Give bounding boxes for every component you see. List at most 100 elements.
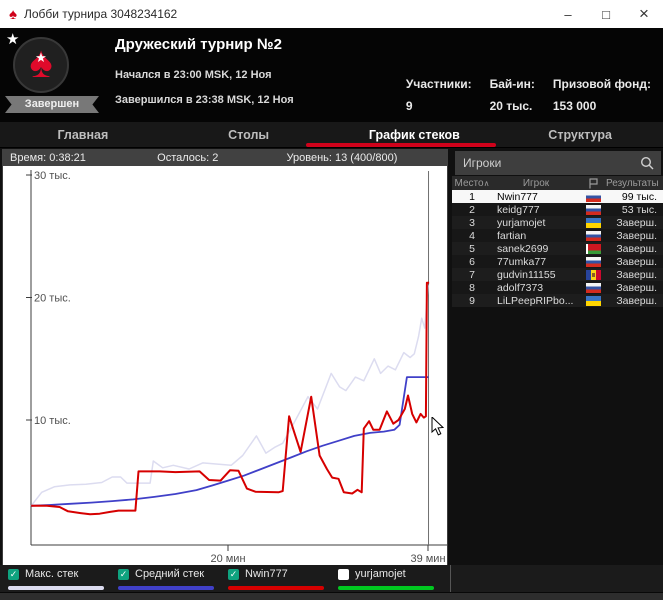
flag-ua-icon <box>585 295 601 306</box>
app-spade-icon: ♠ <box>9 5 17 23</box>
logo-star-icon: ★ <box>35 50 47 66</box>
legend-label: yurjamojet <box>355 568 406 580</box>
legend-divider <box>450 565 451 592</box>
table-row[interactable]: 7 gudvin11155 Заверш. <box>452 268 663 281</box>
tab-главная[interactable]: Главная <box>57 127 109 142</box>
flag-ru-icon <box>585 191 601 202</box>
window-title: Лобби турнира 3048234162 <box>23 7 178 21</box>
stat-value: 9 <box>405 99 413 113</box>
legend-label: Nwin777 <box>245 568 288 580</box>
tournament-status-strip: Время: 0:38:21 Осталось: 2 Уровень: 13 (… <box>2 149 448 166</box>
favorite-star-icon[interactable]: ★ <box>6 31 20 48</box>
minimize-button[interactable]: – <box>564 6 572 22</box>
players-table: 1 Nwin777 99 тыс. 2 keidg777 53 тыс. 3 yurjamoj… <box>452 190 663 307</box>
table-row[interactable]: 5 sanek2699 Заверш. <box>452 242 663 255</box>
tournament-title: Дружеский турнир №2 <box>115 36 282 53</box>
tab-график-стеков[interactable]: График стеков <box>368 127 460 142</box>
flag-ru-icon <box>585 282 601 293</box>
column-header-flag[interactable] <box>580 177 606 189</box>
flag-by-icon <box>585 243 601 254</box>
flag-md-icon <box>585 269 601 280</box>
legend-checkbox[interactable]: ✓ <box>8 569 19 580</box>
player-name: gudvin11155 <box>497 268 556 281</box>
player-place: 8 <box>469 281 475 294</box>
tournament-stats: Участники: 9 Бай-ин: 20 тыс. Призовой фонд: 1… <box>406 77 651 113</box>
player-flag-cell <box>580 269 606 280</box>
player-flag-cell <box>580 230 606 241</box>
close-button[interactable]: × <box>639 4 649 23</box>
stat-value: 20 тыс. <box>489 99 533 113</box>
player-place: 3 <box>469 216 475 229</box>
stat-label: Призовой фонд: <box>552 77 651 91</box>
tab-структура[interactable]: Структура <box>548 127 612 142</box>
player-place: 7 <box>469 268 475 281</box>
table-row[interactable]: 6 77umka77 Заверш. <box>452 255 663 268</box>
legend-line-swatch <box>8 586 104 590</box>
search-icon[interactable] <box>640 156 654 170</box>
player-place: 1 <box>469 190 475 203</box>
table-row[interactable]: 9 LiLPeepRIPbo... Заверш. <box>452 294 663 307</box>
player-flag-cell <box>580 217 606 228</box>
sort-asc-icon: ∧ <box>483 178 490 188</box>
status-level: Уровень: 13 (400/800) <box>286 151 398 164</box>
stack-chart-svg: 10 тыс. 20 тыс. 30 тыс. 20 мин 39 мин <box>26 170 447 565</box>
table-row[interactable]: 3 yurjamojet Заверш. <box>452 216 663 229</box>
tab-bar: Главная Столы График стеков Структура <box>0 122 663 148</box>
player-result: Заверш. <box>616 216 657 229</box>
chart-legend: ✓ Макс. стек ✓ Средний стек ✓ Nwin777 yurjamoj… <box>0 565 663 592</box>
legend-item-3: yurjamojet <box>338 567 442 590</box>
player-result: Заверш. <box>616 229 657 242</box>
x-tick-label: 39 мин <box>410 553 445 565</box>
legend-checkbox[interactable] <box>338 569 349 580</box>
tournament-header: ★ ♠ ★ Завершен Дружеский турнир №2 Начал… <box>0 28 663 122</box>
table-row[interactable]: 8 adolf7373 Заверш. <box>452 281 663 294</box>
flag-ru-icon <box>585 256 601 267</box>
tab-столы[interactable]: Столы <box>228 127 270 142</box>
player-place: 9 <box>469 294 475 307</box>
status-badge: Завершен <box>5 96 99 113</box>
bottom-strip <box>0 592 663 600</box>
player-result: Заверш. <box>616 242 657 255</box>
legend-checkbox[interactable]: ✓ <box>118 569 129 580</box>
legend-label: Средний стек <box>135 568 205 580</box>
legend-checkbox[interactable]: ✓ <box>228 569 239 580</box>
player-name: yurjamojet <box>497 216 546 229</box>
stat-value: 153 000 <box>552 99 597 113</box>
legend-item-0: ✓ Макс. стек <box>8 567 112 590</box>
legend-line-swatch <box>338 586 434 590</box>
player-flag-cell <box>580 282 606 293</box>
series-line-Nwin777 <box>31 281 430 516</box>
players-search-bar <box>455 151 661 175</box>
player-name: fartian <box>497 229 527 242</box>
status-remaining: Осталось: 2 <box>157 151 219 164</box>
player-name: keidg777 <box>497 203 540 216</box>
series-line-Макс. стек <box>30 285 429 507</box>
titlebar: ♠ Лобби турнира 3048234162 – □ × <box>0 0 663 28</box>
players-search-input[interactable] <box>455 156 640 170</box>
flag-ru-icon <box>585 204 601 215</box>
table-row[interactable]: 1 Nwin777 99 тыс. <box>452 190 663 203</box>
maximize-button[interactable]: □ <box>602 6 610 22</box>
main-content: Время: 0:38:21 Осталось: 2 Уровень: 13 (… <box>0 148 663 600</box>
table-row[interactable]: 2 keidg777 53 тыс. <box>452 203 663 216</box>
stack-chart-area: 10 тыс. 20 тыс. 30 тыс. 20 мин 39 мин <box>2 166 448 565</box>
player-result: Заверш. <box>616 281 657 294</box>
mouse-cursor <box>431 415 445 437</box>
player-result: Заверш. <box>616 268 657 281</box>
y-tick-label: 20 тыс. <box>34 293 71 305</box>
player-result: Заверш. <box>616 255 657 268</box>
pokerstars-logo: ♠ ★ <box>13 37 69 93</box>
end-time: Завершился в 23:38 MSK, 12 Ноя <box>115 94 294 106</box>
player-place: 5 <box>469 242 475 255</box>
table-row[interactable]: 4 fartian Заверш. <box>452 229 663 242</box>
column-header-place[interactable]: Место∧ <box>454 177 490 189</box>
status-time: Время: 0:38:21 <box>10 151 86 164</box>
series-line-Средний стек <box>31 376 429 507</box>
stat-col-0: Участники: 9 <box>406 77 472 113</box>
player-flag-cell <box>580 243 606 254</box>
player-flag-cell <box>580 295 606 306</box>
player-name: 77umka77 <box>497 255 547 268</box>
column-header-result[interactable]: Результаты <box>606 177 659 189</box>
legend-line-swatch <box>228 586 324 590</box>
column-header-name[interactable]: Игрок <box>522 177 550 189</box>
